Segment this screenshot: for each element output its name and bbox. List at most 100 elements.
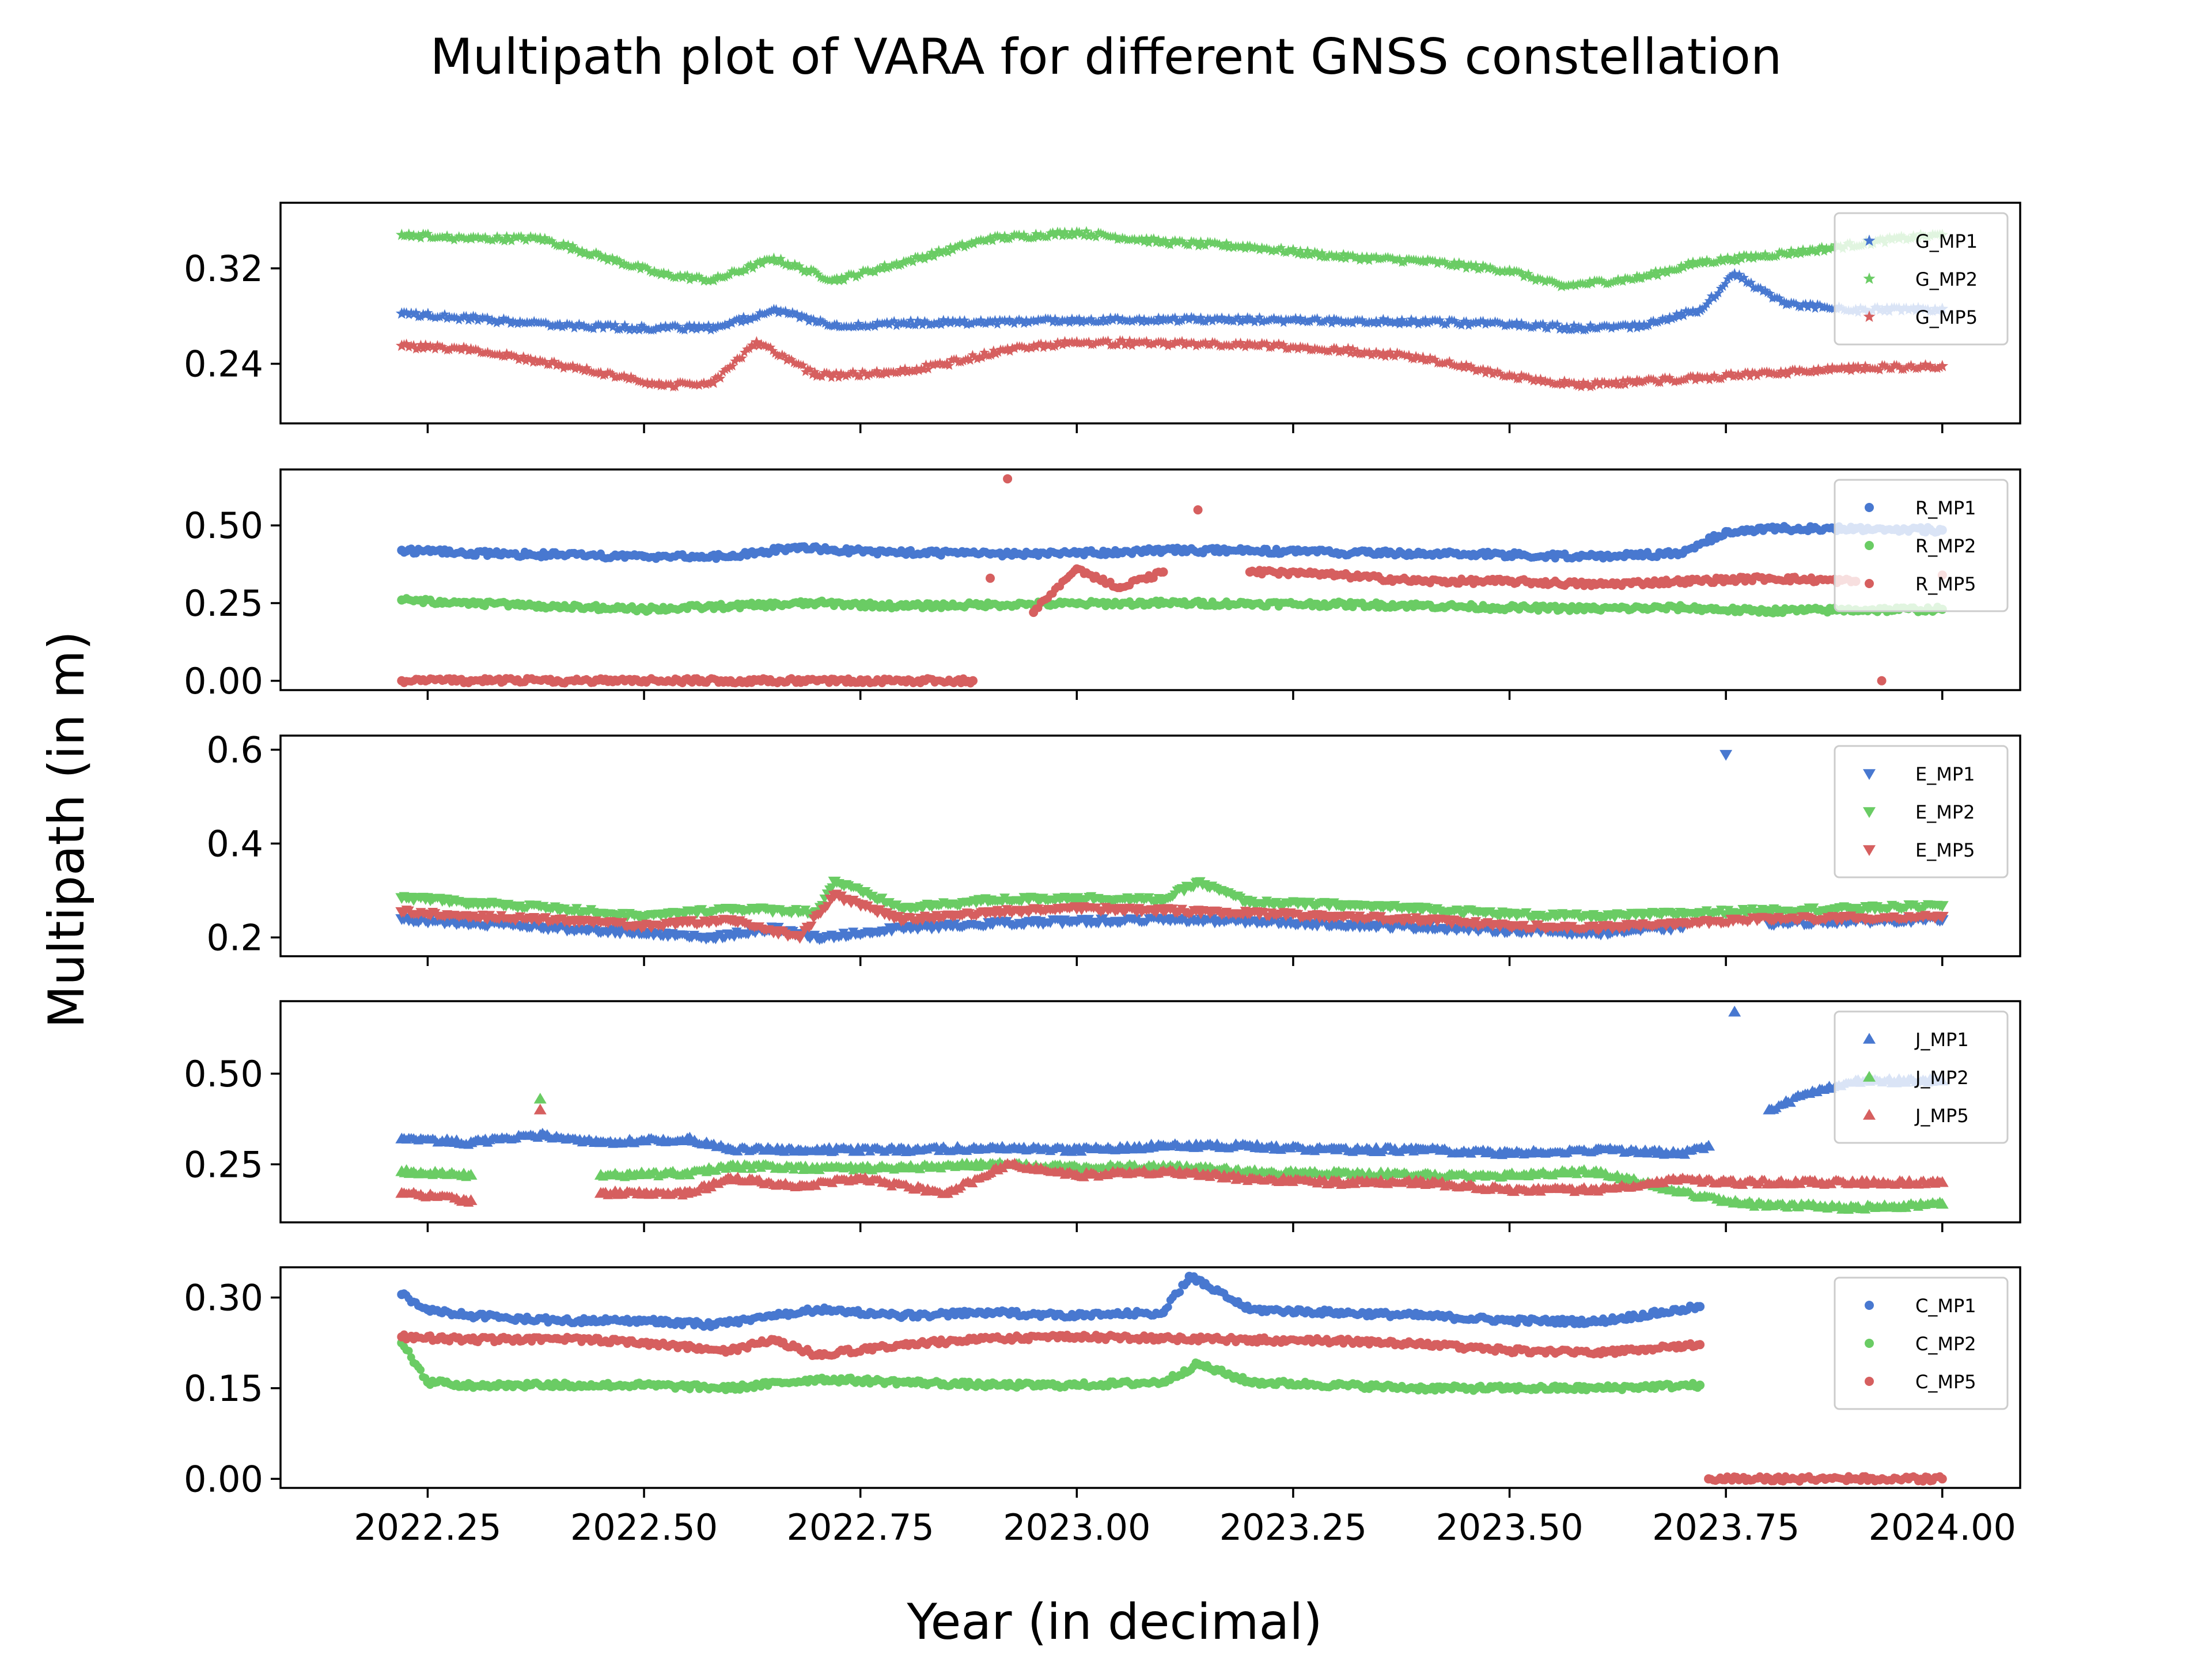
data-point: [1330, 343, 1343, 355]
data-point: [582, 248, 592, 257]
data-point: [813, 269, 823, 279]
data-point: [1118, 335, 1128, 345]
data-point: [1139, 337, 1149, 347]
data-point: [1353, 346, 1363, 356]
data-point: [549, 238, 559, 248]
data-point: [516, 231, 527, 241]
data-point: [1576, 322, 1586, 332]
data-point: [471, 233, 481, 243]
data-point: [1336, 346, 1346, 356]
data-point: [988, 345, 999, 355]
data-point: [649, 266, 660, 275]
data-point: [980, 236, 991, 246]
data-point: [1143, 339, 1154, 349]
data-point: [1688, 305, 1698, 315]
data-point: [1408, 317, 1419, 327]
data-point: [673, 271, 683, 281]
data-point: [938, 315, 949, 324]
data-point: [527, 317, 537, 327]
data-point: [1442, 259, 1452, 268]
data-point: [995, 232, 1005, 241]
data-point: [1568, 279, 1578, 289]
data-point: [719, 272, 730, 282]
data-point: [1604, 278, 1614, 288]
data-point: [1236, 242, 1246, 252]
data-point: [741, 265, 751, 275]
data-point: [1706, 291, 1717, 301]
data-point: [786, 354, 797, 364]
data-point: [633, 260, 643, 270]
data-point: [1592, 323, 1603, 333]
data-point: [1805, 244, 1815, 253]
data-point: [1149, 233, 1159, 243]
data-point: [547, 236, 557, 245]
data-point: [1725, 271, 1735, 282]
data-point: [1212, 339, 1222, 349]
data-point: [497, 234, 507, 244]
data-point: [1466, 361, 1476, 371]
data-point: [1084, 336, 1094, 346]
data-point: [863, 322, 873, 332]
data-point: [1791, 298, 1801, 308]
data-point: [860, 266, 870, 276]
data-point: [943, 247, 953, 257]
data-point: [1570, 281, 1581, 290]
data-point: [934, 316, 944, 327]
data-point: [647, 267, 657, 277]
data-point: [555, 319, 565, 328]
legend-label: R_MP2: [1915, 535, 1976, 557]
data-point: [1774, 293, 1785, 302]
data-point: [567, 360, 578, 370]
data-point: [1471, 317, 1481, 327]
data-point: [797, 310, 807, 320]
data-point: [1800, 298, 1810, 308]
data-point: [922, 317, 932, 327]
data-point: [764, 306, 774, 316]
data-point: [1247, 243, 1257, 252]
data-point: [540, 233, 550, 243]
legend-marker: [1865, 541, 1874, 550]
data-point: [1468, 363, 1479, 373]
data-point: [1019, 342, 1029, 352]
data-point: [808, 265, 819, 275]
data-point: [884, 262, 895, 272]
data-point: [615, 324, 625, 334]
data-point: [671, 272, 681, 282]
data-point: [808, 314, 819, 324]
data-point: [1798, 244, 1808, 254]
data-point: [770, 348, 781, 358]
data-point: [1480, 319, 1491, 329]
data-point: [1440, 256, 1450, 266]
data-point: [1578, 377, 1589, 387]
data-point: [969, 352, 980, 362]
data-point: [626, 371, 637, 381]
data-point: [723, 904, 734, 913]
data-point: [530, 232, 540, 242]
data-point: [924, 920, 935, 930]
data-point: [967, 350, 978, 359]
data-point: [1768, 368, 1779, 378]
data-point: [1161, 337, 1171, 347]
data-point: [1271, 340, 1282, 350]
data-point: [1327, 344, 1337, 354]
data-point: [656, 321, 666, 331]
data-point: [567, 240, 578, 250]
data-point: [734, 313, 744, 323]
data-point: [1055, 227, 1065, 237]
data-point: [882, 263, 892, 273]
data-point: [430, 313, 440, 323]
data-point: [605, 253, 615, 263]
data-point: [395, 307, 408, 319]
axes-frame: [279, 202, 2021, 425]
data-point: [1307, 345, 1317, 355]
data-point: [779, 351, 790, 361]
data-point: [1129, 233, 1139, 244]
data-point: [1264, 244, 1274, 254]
data-point: [1449, 257, 1460, 267]
data-point: [1540, 276, 1550, 287]
data-point: [1547, 319, 1558, 329]
data-point: [1224, 313, 1234, 323]
data-point: [827, 321, 838, 331]
data-point: [577, 245, 588, 255]
figure-title: Multipath plot of VARA for different GNS…: [430, 28, 1782, 86]
